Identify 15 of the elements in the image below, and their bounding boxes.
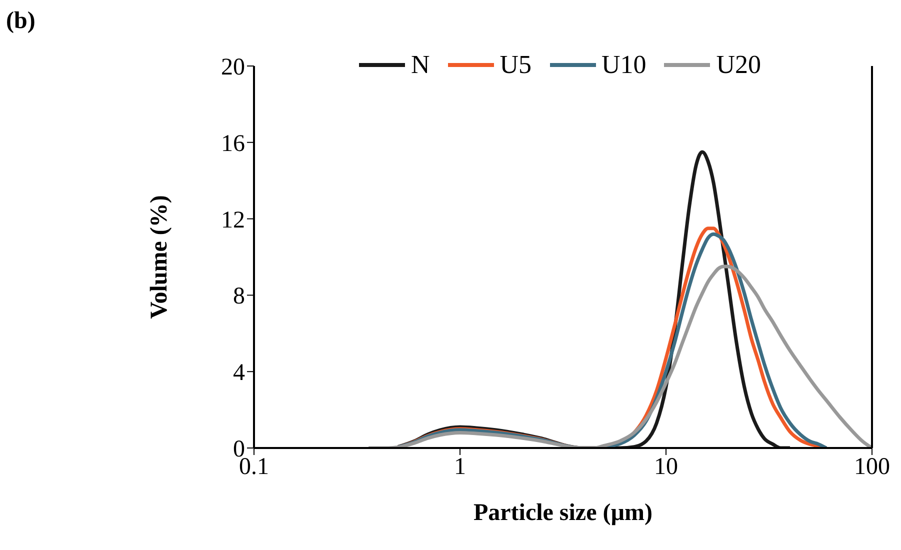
x-tick-label: 1	[454, 454, 466, 480]
legend-label: U5	[500, 50, 532, 80]
y-tick-label: 8	[233, 284, 245, 310]
x-tick-label: 100	[854, 454, 890, 480]
y-tick-label: 16	[221, 130, 245, 157]
x-axis-title: Particle size (µm)	[473, 500, 653, 526]
text: (b)	[6, 8, 36, 35]
legend-label: U20	[716, 50, 762, 80]
legend-label: N	[410, 50, 430, 80]
y-tick-label: 20	[221, 54, 245, 81]
legend-label: U10	[602, 50, 646, 80]
y-tick-label: 4	[233, 360, 245, 386]
x-tick-label: 10	[654, 454, 678, 480]
y-axis-title: Volume (%)	[146, 195, 173, 319]
y-tick-label: 12	[221, 207, 245, 234]
